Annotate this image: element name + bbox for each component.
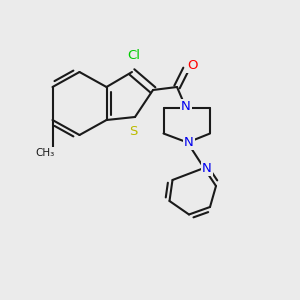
Text: N: N <box>184 136 194 149</box>
Text: N: N <box>202 161 212 175</box>
Text: O: O <box>187 59 197 72</box>
Text: S: S <box>129 125 138 138</box>
Text: CH₃: CH₃ <box>35 148 55 158</box>
Text: N: N <box>181 100 191 113</box>
Text: Cl: Cl <box>127 49 140 62</box>
